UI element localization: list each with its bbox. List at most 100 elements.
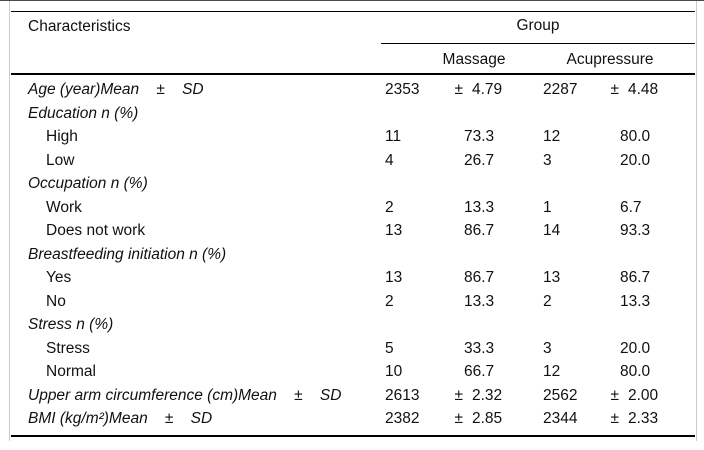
massage-value-cell: [464, 313, 543, 337]
table-row: Low 4 26.7 3 20.0: [11, 149, 695, 173]
acupressure-plusminus-cell: [598, 172, 620, 196]
massage-n-cell: 2: [385, 292, 394, 310]
acupressure-n-cell: [543, 172, 598, 196]
table-row: BMI (kg/m²)Mean ± SD 2382 ±2.85 2344 ±2.33: [11, 407, 695, 431]
massage-n-cell: [385, 243, 443, 267]
table-row: Stress n (%): [11, 313, 695, 337]
acupressure-value-cell: 4.48: [628, 81, 659, 98]
table-row: Upper arm circumference (cm)Mean ± SD 261…: [11, 384, 695, 408]
table-row: No 2 13.3 2 13.3: [11, 290, 695, 314]
acupressure-n-cell: 1: [543, 198, 552, 216]
massage-n-cell: 5: [385, 339, 394, 357]
acupressure-value-cell: [620, 102, 695, 126]
massage-value-cell: [464, 243, 543, 267]
massage-n-cell: [385, 313, 443, 337]
massage-value-cell: 26.7: [464, 151, 495, 169]
acupressure-plusminus-cell: ±: [610, 81, 619, 98]
massage-value-cell: 33.3: [464, 339, 495, 357]
acupressure-n-cell: 2562: [543, 386, 578, 404]
massage-n-cell: 2382: [385, 410, 420, 427]
row-label: No: [46, 292, 66, 310]
acupressure-n-cell: 2287: [543, 81, 578, 98]
acupressure-plusminus-cell: [598, 149, 620, 173]
acupressure-value-cell: 86.7: [620, 269, 651, 286]
acupressure-n-cell: 12: [543, 363, 561, 380]
table-row: Breastfeeding initiation n (%): [11, 243, 695, 267]
acupressure-value-cell: [620, 172, 695, 196]
acupressure-value-cell: [620, 243, 695, 267]
acupressure-value-cell: 80.0: [620, 128, 651, 145]
acupressure-n-cell: 12: [543, 128, 561, 145]
acupressure-plusminus-cell: [598, 125, 620, 149]
table-row: Does not work 13 86.7 14 93.3: [11, 219, 695, 243]
acupressure-n-cell: [543, 102, 598, 126]
massage-value-cell: 86.7: [464, 222, 495, 239]
col-header-characteristics: Characteristics: [28, 18, 131, 35]
acupressure-plusminus-cell: [598, 102, 620, 126]
massage-plusminus-cell: [443, 102, 464, 126]
col-header-acupressure: Acupressure: [566, 51, 654, 68]
header-spacer: [11, 44, 385, 73]
massage-n-cell: 4: [385, 151, 394, 169]
massage-value-cell: 2.85: [472, 410, 503, 427]
massage-plusminus-cell: [443, 337, 464, 361]
acupressure-value-cell: [620, 313, 695, 337]
row-label: Breastfeeding initiation n (%): [28, 245, 227, 263]
acupressure-n-cell: [543, 313, 598, 337]
acupressure-value-cell: 20.0: [620, 339, 651, 357]
massage-plusminus-cell: [443, 196, 464, 220]
massage-plusminus-cell: [443, 172, 464, 196]
acupressure-plusminus-cell: [598, 243, 620, 267]
massage-plusminus-cell: [443, 290, 464, 314]
acupressure-plusminus-cell: ±: [610, 410, 619, 427]
acupressure-plusminus-cell: [598, 266, 620, 290]
characteristics-table: Characteristics Group Massage Acupressur…: [11, 11, 695, 437]
acupressure-n-cell: 13: [543, 269, 561, 286]
massage-plusminus-cell: [443, 243, 464, 267]
massage-n-cell: [385, 172, 443, 196]
massage-plusminus-cell: ±: [454, 386, 463, 404]
col-header-massage: Massage: [442, 51, 506, 68]
massage-plusminus-cell: [443, 149, 464, 173]
row-label: Does not work: [46, 222, 146, 239]
acupressure-plusminus-cell: [598, 337, 620, 361]
table-row: Occupation n (%): [11, 172, 695, 196]
massage-n-cell: 11: [385, 128, 402, 145]
massage-value-cell: 4.79: [472, 81, 503, 98]
table-row: Work 2 13.3 1 6.7: [11, 196, 695, 220]
acupressure-value-cell: 80.0: [620, 363, 651, 380]
row-label: Education n (%): [28, 104, 139, 122]
acupressure-plusminus-cell: ±: [610, 386, 619, 404]
table-row: Age (year)Mean ± SD 2353 ±4.79 2287 ±4.48: [11, 78, 695, 102]
massage-value-cell: 73.3: [464, 128, 495, 145]
acupressure-value-cell: 13.3: [620, 292, 651, 310]
acupressure-plusminus-cell: [598, 219, 620, 243]
acupressure-value-cell: 20.0: [620, 151, 651, 169]
row-label: Yes: [46, 269, 72, 286]
row-label: Work: [46, 198, 82, 216]
table-row: Yes 13 86.7 13 86.7: [11, 266, 695, 290]
acupressure-plusminus-cell: [598, 313, 620, 337]
row-label: Stress: [46, 339, 90, 357]
massage-value-cell: 13.3: [464, 292, 495, 310]
acupressure-n-cell: 2: [543, 292, 552, 310]
acupressure-n-cell: 3: [543, 339, 552, 357]
row-label: Upper arm circumference (cm)Mean ± SD: [28, 386, 342, 404]
acupressure-value-cell: 2.00: [628, 386, 659, 404]
massage-n-cell: 2353: [385, 81, 420, 98]
table-row: Normal 10 66.7 12 80.0: [11, 360, 695, 384]
table-header-row-2: Massage Acupressure: [11, 44, 695, 75]
acupressure-value-cell: 2.33: [628, 410, 659, 427]
row-label: Low: [46, 151, 75, 169]
massage-n-cell: 10: [385, 363, 403, 380]
massage-plusminus-cell: [443, 266, 464, 290]
row-label: Age (year)Mean ± SD: [28, 81, 204, 98]
table-frame: Characteristics Group Massage Acupressur…: [9, 1, 697, 441]
massage-plusminus-cell: [443, 313, 464, 337]
massage-plusminus-cell: [443, 125, 464, 149]
massage-n-cell: 2613: [385, 386, 420, 404]
acupressure-n-cell: 2344: [543, 410, 578, 427]
massage-value-cell: [464, 102, 543, 126]
massage-value-cell: 13.3: [464, 198, 495, 216]
acupressure-n-cell: 14: [543, 222, 561, 239]
